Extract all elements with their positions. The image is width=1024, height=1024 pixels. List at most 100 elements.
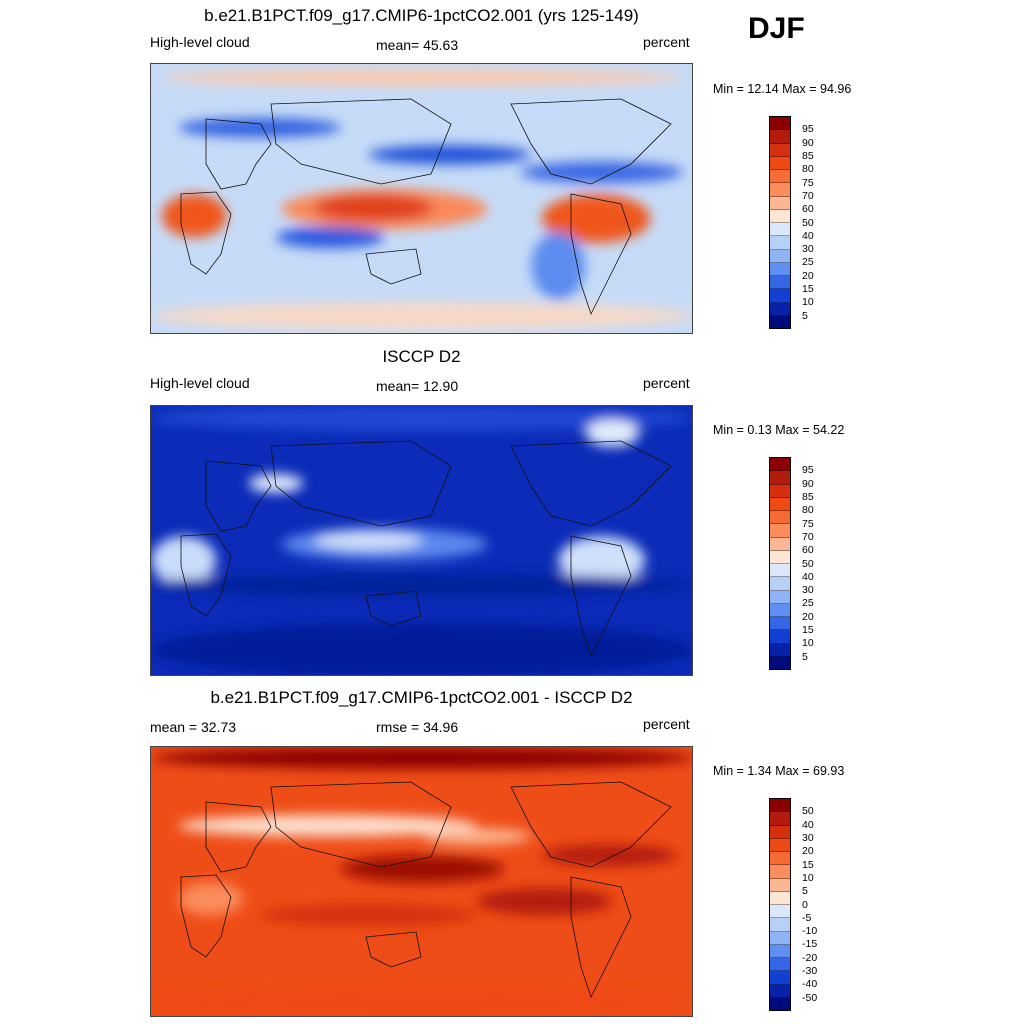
colorbar-tick-label: 50 — [802, 805, 814, 818]
colorbar-swatch — [770, 223, 790, 237]
field-contour-region — [313, 194, 434, 222]
colorbar-tick-label: 75 — [802, 517, 814, 530]
colorbar-tick-label: 10 — [802, 296, 814, 309]
colorbar-swatch — [770, 130, 790, 144]
colorbar-swatch — [770, 524, 790, 538]
colorbar-swatch — [770, 289, 790, 303]
colorbar-tick-label: 70 — [802, 530, 814, 543]
panel-2-mean: mean= 12.90 — [376, 378, 459, 394]
colorbar-tick-label: 50 — [802, 557, 814, 570]
coastline — [365, 590, 422, 627]
coastline — [510, 98, 672, 185]
colorbar-tick-label: 30 — [802, 831, 814, 844]
field-contour-region — [151, 536, 217, 585]
colorbar-swatch — [770, 971, 790, 985]
colorbar-swatch — [770, 799, 790, 813]
panel-1-mean: mean= 45.63 — [376, 37, 459, 53]
colorbar-tick-label: 20 — [802, 845, 814, 858]
panel-3-minmax: Min = 1.34 Max = 69.93 — [713, 764, 845, 778]
colorbar-tick-label: 85 — [802, 490, 814, 503]
coastline — [270, 440, 452, 527]
colorbar-swatch — [770, 537, 790, 551]
colorbar-tick-label: 10 — [802, 871, 814, 884]
colorbar-swatch — [770, 590, 790, 604]
field-contour-region — [541, 194, 651, 243]
panel-2-units: percent — [643, 375, 690, 391]
field-contour-region — [178, 814, 477, 837]
colorbar-tick-label: 0 — [802, 898, 808, 911]
colorbar-swatch — [770, 262, 790, 276]
coastline — [270, 781, 452, 868]
colorbar-swatch — [770, 471, 790, 485]
colorbar-tick-label: 5 — [802, 650, 808, 663]
colorbar-tick-label: 15 — [802, 858, 814, 871]
colorbar-swatch — [770, 997, 790, 1010]
colorbar-tick-label: 15 — [802, 283, 814, 296]
colorbar-swatch — [770, 643, 790, 657]
field-contour-region — [541, 844, 678, 867]
colorbar-tick-label: 25 — [802, 597, 814, 610]
colorbar-tick-label: 40 — [802, 818, 814, 831]
coastline — [205, 118, 272, 190]
coastline — [570, 535, 632, 658]
panel-1-variable-label: High-level cloud — [150, 34, 250, 50]
field-contour-region — [422, 828, 532, 845]
colorbar-tick-label: 80 — [802, 504, 814, 517]
colorbar-tick-label: 30 — [802, 584, 814, 597]
colorbar-swatch — [770, 511, 790, 525]
colorbar-tick-label: -5 — [802, 911, 812, 924]
panel-1-units: percent — [643, 34, 690, 50]
colorbar-swatch — [770, 209, 790, 223]
colorbar-swatch — [770, 656, 790, 669]
field-map-canvas — [151, 64, 692, 333]
colorbar-tick-label: 85 — [802, 149, 814, 162]
coastline — [510, 440, 672, 527]
field-contour-region — [151, 622, 692, 675]
field-contour-region — [275, 226, 385, 249]
field-map-canvas — [151, 747, 692, 1016]
colorbar-tick-label: 20 — [802, 269, 814, 282]
field-contour-region — [585, 419, 640, 447]
panel-2-map — [150, 405, 693, 676]
colorbar-tick-label: 50 — [802, 216, 814, 229]
colorbar-swatch — [770, 302, 790, 316]
colorbar-swatch — [770, 497, 790, 511]
colorbar-swatch — [770, 550, 790, 564]
field-contour-region — [259, 904, 477, 926]
colorbar-tick-label: 90 — [802, 477, 814, 490]
colorbar-tick-label: 80 — [802, 163, 814, 176]
colorbar-swatch — [770, 156, 790, 170]
colorbar-tick-label: 5 — [802, 309, 808, 322]
coastline — [270, 98, 452, 185]
colorbar-tick-label: 30 — [802, 243, 814, 256]
colorbar-tick-label: -10 — [802, 925, 818, 938]
colorbar-swatch — [770, 918, 790, 932]
season-label: DJF — [748, 12, 805, 45]
colorbar-tick-label: 20 — [802, 610, 814, 623]
colorbar-tick-label: -40 — [802, 978, 818, 991]
panel-2-variable-label: High-level cloud — [150, 375, 250, 391]
panel-2-colorbar — [769, 457, 791, 670]
colorbar-swatch — [770, 852, 790, 866]
coastline — [365, 931, 422, 968]
panel-3-colorbar — [769, 798, 791, 1011]
colorbar-tick-label: 15 — [802, 624, 814, 637]
colorbar-swatch — [770, 944, 790, 958]
colorbar-swatch — [770, 484, 790, 498]
colorbar-tick-label: -20 — [802, 951, 818, 964]
coastline — [365, 248, 422, 285]
panel-3-mean: mean = 32.73 — [150, 719, 237, 735]
colorbar-tick-label: 75 — [802, 176, 814, 189]
colorbar-swatch — [770, 183, 790, 197]
field-contour-region — [178, 882, 244, 916]
colorbar-swatch — [770, 603, 790, 617]
colorbar-tick-label: 60 — [802, 544, 814, 557]
colorbar-swatch — [770, 891, 790, 905]
field-contour-region — [313, 530, 423, 550]
panel-1-colorbar — [769, 116, 791, 329]
colorbar-swatch — [770, 577, 790, 591]
field-contour-region — [151, 985, 692, 1016]
colorbar-swatch — [770, 458, 790, 472]
colorbar-swatch — [770, 958, 790, 972]
panel-1-minmax: Min = 12.14 Max = 94.96 — [713, 82, 852, 96]
